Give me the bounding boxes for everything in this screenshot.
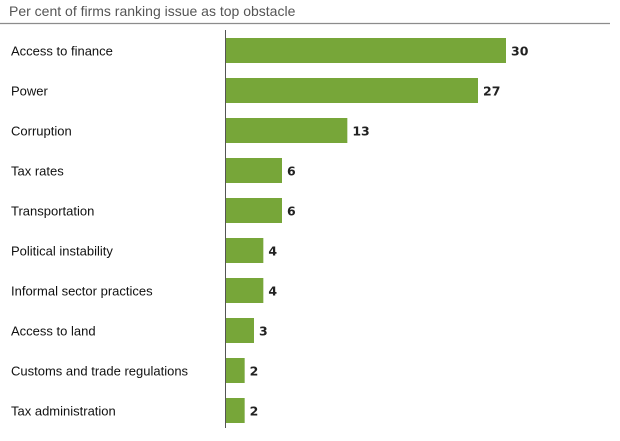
bar (226, 358, 245, 383)
value-label: 3 (259, 324, 268, 339)
value-label: 27 (483, 84, 500, 99)
category-label: Customs and trade regulations (11, 364, 189, 379)
value-label: 30 (511, 44, 529, 59)
bar (226, 78, 478, 103)
category-label: Tax rates (11, 164, 64, 179)
bar (226, 398, 245, 423)
category-label: Access to land (11, 324, 96, 339)
bars-group (226, 38, 506, 423)
value-label: 6 (287, 204, 296, 219)
category-label: Political instability (11, 244, 113, 259)
bar (226, 38, 506, 63)
bar (226, 118, 348, 143)
category-label: Access to finance (11, 44, 113, 59)
category-label: Transportation (11, 204, 94, 219)
value-label: 4 (268, 244, 277, 259)
value-label: 13 (352, 124, 369, 139)
category-label: Power (11, 84, 49, 99)
category-labels-group: Access to finance Power Corruption Tax rate… (11, 44, 189, 419)
value-label: 6 (287, 164, 296, 179)
category-label: Informal sector practices (11, 284, 153, 299)
bar (226, 158, 282, 183)
value-label: 2 (250, 364, 259, 379)
bar (226, 278, 264, 303)
value-label: 4 (268, 284, 277, 299)
value-labels-group: 30 27 13 6 6 4 4 3 2 2 (250, 44, 529, 419)
category-label: Corruption (11, 124, 72, 139)
value-label: 2 (250, 404, 259, 419)
bar (226, 198, 282, 223)
bar (226, 238, 264, 263)
bar (226, 318, 254, 343)
chart-subtitle: Per cent of firms ranking issue as top o… (9, 3, 296, 19)
category-label: Tax administration (11, 404, 116, 419)
